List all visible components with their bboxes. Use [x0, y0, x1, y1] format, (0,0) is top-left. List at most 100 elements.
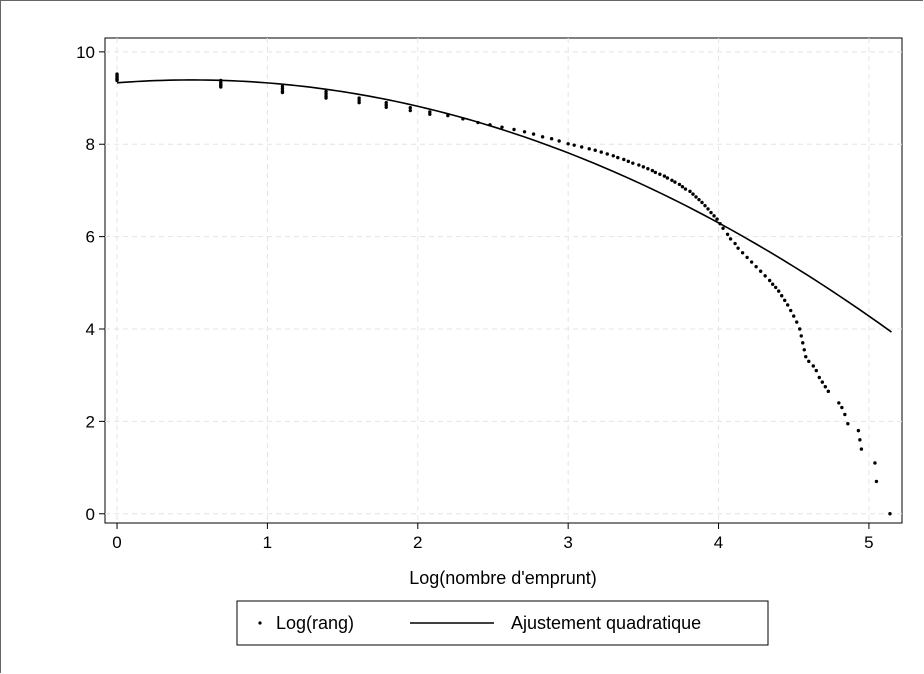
data-point — [804, 355, 808, 359]
data-point — [776, 289, 781, 293]
x-tick-label: 5 — [864, 533, 873, 552]
data-point — [611, 154, 615, 158]
data-point — [673, 180, 677, 184]
data-point — [557, 139, 561, 143]
data-point — [428, 112, 432, 116]
data-point — [758, 269, 763, 273]
data-point — [888, 512, 892, 516]
data-point — [715, 217, 719, 221]
data-point — [807, 359, 811, 364]
data-point — [446, 113, 450, 118]
data-point — [718, 221, 722, 226]
data-point — [811, 364, 815, 368]
data-point — [856, 428, 861, 433]
scatter-series — [115, 72, 892, 516]
data-point — [408, 108, 412, 113]
data-point — [767, 278, 772, 283]
data-point — [801, 341, 805, 345]
data-point — [219, 85, 223, 89]
data-point — [580, 145, 584, 149]
data-point — [826, 389, 831, 394]
data-point — [461, 117, 465, 121]
data-point — [324, 96, 328, 100]
data-point — [677, 182, 682, 187]
data-point — [754, 264, 758, 269]
data-point — [357, 100, 361, 105]
data-point — [683, 187, 688, 191]
data-point — [700, 200, 704, 205]
y-tick-label: 8 — [86, 135, 95, 154]
grid — [105, 38, 902, 523]
data-point — [820, 380, 824, 384]
data-point — [712, 214, 716, 218]
data-point — [728, 237, 733, 241]
data-point — [637, 163, 641, 167]
data-point — [531, 132, 536, 136]
data-point — [721, 226, 725, 230]
data-point — [745, 255, 749, 260]
data-point — [616, 155, 620, 160]
data-point — [587, 147, 591, 151]
data-point — [593, 148, 597, 152]
data-point — [115, 78, 119, 83]
data-point — [646, 167, 650, 171]
data-point — [795, 320, 799, 324]
y-tick-label: 0 — [86, 505, 95, 524]
data-point — [798, 327, 802, 331]
data-point — [280, 90, 285, 95]
data-point — [783, 298, 787, 303]
data-point — [873, 461, 877, 465]
data-point — [817, 375, 821, 380]
y-tick-label: 2 — [86, 412, 95, 431]
data-point — [706, 207, 710, 211]
data-point — [725, 232, 730, 237]
data-point — [843, 412, 847, 417]
data-point — [859, 447, 864, 451]
data-point — [626, 159, 631, 164]
data-point — [773, 285, 778, 290]
legend-marker-scatter — [258, 621, 262, 625]
fit-line — [116, 79, 892, 333]
data-point — [650, 168, 655, 173]
data-point — [770, 282, 775, 286]
data-point — [733, 241, 737, 246]
data-point — [691, 192, 695, 196]
data-point — [780, 294, 784, 298]
data-point — [792, 314, 796, 318]
plot-area — [104, 37, 903, 524]
data-point — [566, 142, 570, 146]
axes: 0 1 2 3 4 5 0 2 4 6 8 10 — [76, 43, 874, 552]
data-point — [740, 251, 745, 255]
data-point — [697, 197, 701, 202]
data-point — [823, 385, 828, 389]
data-point — [476, 120, 480, 125]
data-point — [814, 368, 818, 373]
legend-label-scatter: Log(rang) — [276, 613, 354, 633]
data-point — [384, 105, 388, 109]
data-point — [572, 143, 576, 147]
data-point — [799, 334, 803, 338]
data-point — [500, 125, 504, 129]
data-point — [408, 106, 412, 110]
data-point — [540, 135, 545, 139]
data-point — [488, 123, 492, 127]
legend-box — [236, 600, 769, 646]
x-tick-label: 0 — [112, 533, 121, 552]
data-point — [837, 401, 841, 405]
x-tick-label: 2 — [413, 533, 422, 552]
y-tick-label: 6 — [86, 228, 95, 247]
data-point — [641, 165, 646, 169]
y-tick-label: 4 — [86, 320, 95, 339]
data-point — [786, 303, 790, 307]
data-point — [512, 127, 516, 132]
x-tick-label: 1 — [263, 533, 272, 552]
data-point — [688, 189, 692, 194]
data-point — [549, 137, 554, 141]
data-point — [599, 150, 603, 154]
fit-line-series — [116, 79, 892, 333]
y-tick-label: 10 — [76, 43, 95, 62]
data-point — [736, 246, 740, 250]
data-point — [709, 210, 713, 215]
x-tick-label: 4 — [714, 533, 723, 552]
data-point — [858, 438, 862, 442]
